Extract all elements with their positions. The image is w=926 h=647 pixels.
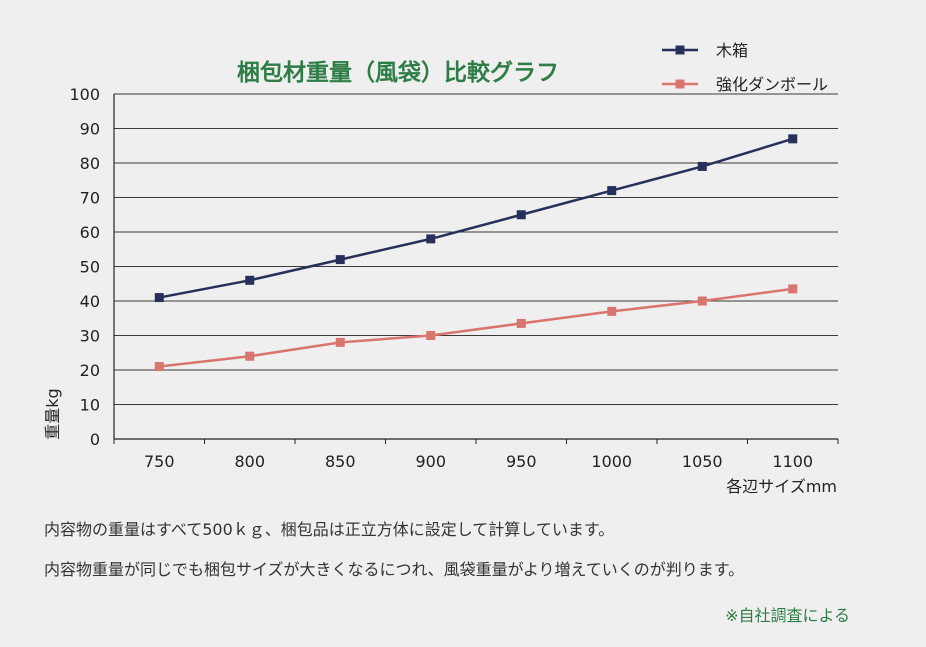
- data-point: [516, 318, 526, 328]
- chart-title: 梱包材重量（風袋）比較グラフ: [237, 59, 559, 86]
- legend-label: 強化ダンボール: [716, 75, 828, 94]
- data-point: [335, 255, 345, 265]
- series-line-0: [159, 137, 794, 299]
- legend-label: 木箱: [716, 41, 748, 60]
- y-tick-70: 70: [80, 189, 100, 208]
- x-tick-1050: 1050: [682, 452, 723, 471]
- x-axis-label: 各辺サイズmm: [726, 477, 837, 496]
- data-point: [607, 186, 617, 196]
- x-tick-labels: 750 800 850 900 950 1000 1050 1100: [144, 452, 813, 471]
- data-point: [697, 161, 707, 171]
- note-line-1: 内容物の重量はすべて500ｋｇ、梱包品は正立方体に設定して計算しています。: [44, 520, 615, 539]
- y-tick-50: 50: [80, 258, 100, 277]
- y-tick-60: 60: [80, 223, 100, 242]
- legend-item-1: 強化ダンボール: [662, 75, 828, 94]
- source-note: ※自社調査による: [725, 606, 850, 625]
- data-point: [426, 331, 436, 340]
- y-tick-40: 40: [80, 292, 100, 311]
- data-point: [516, 210, 526, 220]
- y-tick-80: 80: [80, 154, 100, 173]
- series-0: [154, 134, 798, 303]
- data-point: [154, 293, 164, 303]
- y-tick-10: 10: [80, 396, 100, 415]
- data-point: [245, 275, 255, 285]
- y-tick-30: 30: [80, 327, 100, 346]
- axes: [113, 94, 839, 444]
- y-tick-labels: 0 10 20 30 40 50 60 70 80 90 100: [69, 85, 100, 449]
- data-point: [154, 362, 164, 372]
- grid-lines: [114, 93, 838, 405]
- data-point: [245, 351, 255, 361]
- x-tick-1000: 1000: [591, 452, 632, 471]
- data-point: [788, 284, 798, 294]
- y-tick-0: 0: [90, 430, 100, 449]
- note-line-2: 内容物重量が同じでも梱包サイズが大きくなるにつれ、風袋重量がより増えていくのが判…: [44, 560, 745, 579]
- legend-marker: [675, 45, 685, 55]
- x-tick-950: 950: [506, 452, 537, 471]
- x-tick-800: 800: [234, 452, 265, 471]
- data-point: [697, 296, 707, 306]
- y-tick-90: 90: [80, 120, 100, 139]
- line-chart: 梱包材重量（風袋）比較グラフ 0 10 20 30 40 50 60 70 80 90 100 75…: [43, 41, 839, 496]
- series-line-1: [159, 287, 793, 368]
- series-group: [154, 134, 798, 372]
- legend-marker: [675, 79, 685, 89]
- y-axis-label: 重量kg: [43, 388, 62, 439]
- x-tick-750: 750: [144, 452, 175, 471]
- x-tick-900: 900: [415, 452, 446, 471]
- data-point: [607, 306, 617, 316]
- data-point: [335, 337, 345, 347]
- x-tick-1100: 1100: [772, 452, 813, 471]
- data-point: [426, 234, 436, 244]
- y-tick-100: 100: [69, 85, 100, 104]
- data-point: [788, 134, 798, 144]
- x-tick-850: 850: [325, 452, 356, 471]
- y-tick-20: 20: [80, 361, 100, 380]
- legend-item-0: 木箱: [662, 41, 748, 60]
- series-1: [154, 284, 798, 372]
